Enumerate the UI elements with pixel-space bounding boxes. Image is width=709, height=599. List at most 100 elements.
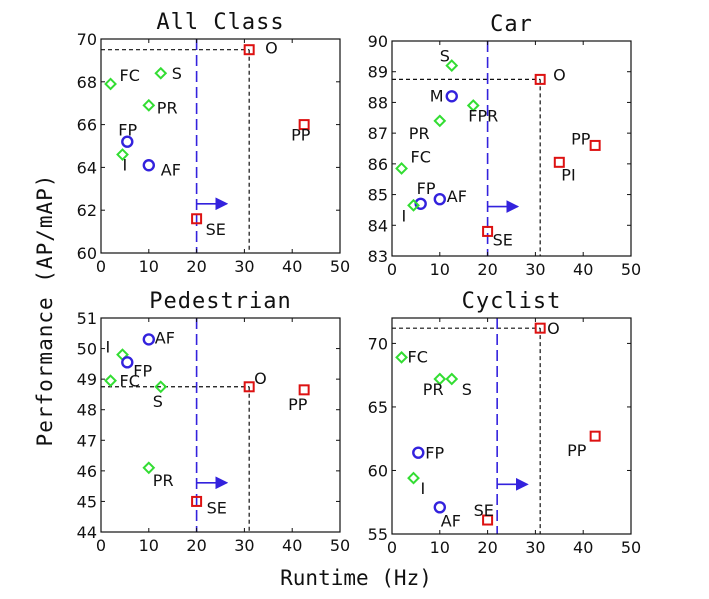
- chart-title: Cyclist: [462, 289, 562, 314]
- x-tick-label: 50: [621, 538, 641, 557]
- point-s-diamond-marker: [154, 380, 168, 394]
- plot-frame: [391, 317, 632, 535]
- x-tick-label: 50: [330, 536, 350, 555]
- x-tick-label: 40: [573, 538, 593, 557]
- point-pp-square-marker: [298, 384, 310, 396]
- x-tick-label: 10: [139, 257, 159, 276]
- point-label: I: [402, 206, 407, 225]
- y-tick-label: 46: [77, 462, 97, 481]
- point-label: PR: [153, 471, 174, 490]
- point-se-square-marker: [482, 514, 494, 526]
- x-tick-label: 20: [186, 536, 206, 555]
- y-tick-label: 68: [77, 73, 97, 92]
- point-i-diamond-marker: [116, 148, 129, 161]
- point-label: I: [123, 156, 128, 175]
- y-tick-label: 44: [77, 523, 97, 542]
- point-label: SE: [206, 220, 226, 239]
- y-tick-label: 87: [368, 124, 388, 143]
- chart-panel-2: Pedestrian 0 10 20 30 40 50 44 45 46 47 48 49 50 51 AF I…: [77, 289, 351, 555]
- point-label: S: [440, 47, 450, 66]
- point-label: O: [265, 39, 278, 58]
- point-label: FP: [133, 361, 152, 380]
- point-o-square-marker: [534, 322, 546, 334]
- chart-panel-1: Car 0 10 20 30 40 50 83 84 85 86 87 88 89 90 S M FPR PR FC F…: [368, 12, 642, 279]
- y-tick-label: 65: [368, 398, 388, 417]
- point-label: I: [421, 479, 426, 498]
- point-fp-circle-marker: [412, 446, 425, 459]
- y-tick-label: 45: [77, 492, 97, 511]
- point-s-diamond-marker: [154, 66, 168, 80]
- point-label: FPR: [468, 107, 498, 126]
- x-tick-label: 0: [96, 257, 106, 276]
- point-label: S: [153, 392, 163, 411]
- y-tick-label: 60: [77, 244, 97, 263]
- x-tick-label: 20: [477, 260, 497, 279]
- point-label: SE: [474, 501, 494, 520]
- point-label: SE: [493, 230, 513, 249]
- y-tick-label: 86: [368, 155, 388, 174]
- plot-frame: [100, 38, 341, 254]
- point-se-square-marker: [191, 213, 203, 225]
- point-label: PP: [567, 441, 587, 460]
- y-tick-label: 50: [77, 340, 97, 359]
- point-label: O: [547, 319, 560, 338]
- y-tick-label: 51: [77, 309, 97, 328]
- plot-frame: [100, 317, 341, 533]
- point-fp-circle-marker: [121, 135, 134, 148]
- y-tick-label: 47: [77, 431, 97, 450]
- point-fc-diamond-marker: [104, 374, 117, 388]
- x-tick-label: 0: [387, 260, 397, 279]
- point-pr-diamond-marker: [142, 98, 156, 112]
- point-label: PR: [423, 380, 444, 399]
- y-tick-label: 88: [368, 93, 388, 112]
- point-af-circle-marker: [142, 333, 156, 346]
- point-fc-diamond-marker: [104, 77, 117, 91]
- point-label: FC: [411, 147, 431, 166]
- y-tick-label: 83: [368, 247, 388, 266]
- y-tick-label: 55: [368, 525, 388, 544]
- point-label: SE: [207, 498, 227, 517]
- point-pp-square-marker: [589, 430, 601, 442]
- plot-frame: [391, 40, 632, 257]
- point-label: FC: [120, 66, 140, 85]
- x-tick-label: 40: [573, 260, 593, 279]
- y-tick-label: 85: [368, 186, 388, 205]
- y-tick-label: 49: [77, 370, 97, 389]
- y-tick-label: 70: [77, 30, 97, 49]
- point-label: PR: [157, 98, 178, 117]
- y-tick-label: 62: [77, 201, 97, 220]
- chart-title: All Class: [156, 10, 284, 35]
- x-tick-label: 50: [330, 257, 350, 276]
- y-tick-label: 70: [368, 334, 388, 353]
- figure-xlabel: Runtime (Hz): [280, 566, 432, 590]
- point-label: M: [430, 86, 444, 105]
- y-tick-label: 48: [77, 401, 97, 420]
- y-tick-label: 60: [368, 461, 388, 480]
- point-o-square-marker: [243, 381, 255, 393]
- x-tick-label: 30: [234, 536, 254, 555]
- point-label: FP: [425, 444, 444, 463]
- x-tick-label: 20: [477, 538, 497, 557]
- x-tick-label: 0: [387, 538, 397, 557]
- point-af-circle-marker: [142, 159, 156, 172]
- point-pr-diamond-marker: [142, 461, 156, 475]
- x-tick-label: 10: [139, 536, 159, 555]
- point-label: FP: [118, 121, 137, 140]
- point-label: PI: [561, 165, 575, 184]
- x-tick-label: 30: [525, 260, 545, 279]
- point-label: AF: [161, 160, 181, 179]
- y-tick-label: 64: [77, 158, 97, 177]
- point-label: PP: [571, 129, 591, 148]
- chart-title: Car: [490, 12, 533, 37]
- point-fp-circle-marker: [121, 356, 134, 369]
- y-tick-label: 89: [368, 63, 388, 82]
- x-tick-label: 30: [525, 538, 545, 557]
- point-label: PP: [291, 126, 311, 145]
- x-tick-label: 20: [186, 257, 206, 276]
- point-pp-square-marker: [298, 119, 310, 131]
- point-fc-diamond-marker: [395, 350, 408, 364]
- x-tick-label: 30: [234, 257, 254, 276]
- point-label: FP: [417, 179, 436, 198]
- chart-panel-3: Cyclist 0 10 20 30 40 50 55 60 65 70 FC PR S FP I AF SE O P…: [368, 289, 642, 557]
- point-label: S: [462, 380, 472, 399]
